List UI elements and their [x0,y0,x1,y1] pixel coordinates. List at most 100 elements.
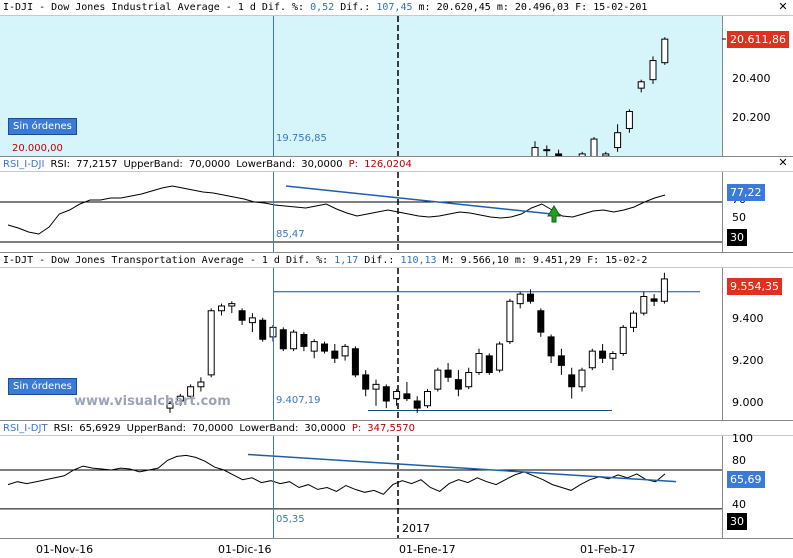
djt-rsi-upper-label: UpperBand: [126,423,186,434]
djia-rsi-header: RSI_I-DJI RSI: 77,2157 UpperBand: 70,000… [0,156,793,172]
djt-m2: 9.451,29 [532,255,582,266]
candle-down [300,334,308,347]
candle-up [506,300,514,343]
djia-dif-label: Dif.: [340,2,371,13]
candle-down [321,343,328,352]
djt-period: 1 d [261,255,280,266]
candle-down [650,298,658,302]
djia-tick-20400: 20.400 [732,72,771,85]
candle-down [485,355,493,373]
candle-up [290,331,298,350]
djt-crosshair-value: 9.407,19 [276,395,321,406]
candle-up [434,369,442,390]
djia-rsi-name: RSI_I-DJI [3,159,45,170]
djt-rsi-p-label: P: [351,423,362,434]
djt-header: I-DJT - Dow Jones Transportation Average… [0,252,793,268]
djt-f: 15-02-2 [605,255,648,266]
candle-up [187,386,195,397]
djia-rsi-line [0,172,722,252]
djia-header: I-DJI - Dow Jones Industrial Average - 1… [0,0,793,16]
candle-down [444,369,452,378]
djia-m-label: m: [418,2,431,13]
djt-rsi-lower-box: 30 [727,513,747,530]
djt-plot-area[interactable] [0,268,722,420]
djt-rsi-label: RSI: [53,423,74,434]
djt-orders-badge[interactable]: Sin órdenes [8,378,77,395]
year-label: 2017 [402,522,430,535]
candle-up [465,372,473,388]
djia-dif-pct: 0,52 [310,2,335,13]
djia-rsi-plot-area[interactable] [0,172,722,252]
djt-m2-label: m: [514,255,527,266]
candle-down [382,386,390,402]
djt-rsi-header: RSI_I-DJT RSI: 65,6929 UpperBand: 70,000… [0,420,793,436]
djt-crosshair [273,268,274,420]
djia-close-icon[interactable]: ✕ [778,0,788,13]
djia-rsi-close-icon[interactable]: ✕ [778,156,788,169]
candle-up [475,353,483,373]
djt-symbol: I-DJT [3,255,34,266]
djia-rsi-upper: 70,0000 [188,159,231,170]
candle-up [637,81,645,89]
candle-up [197,381,205,388]
candle-up [516,293,524,305]
djia-f: 15-02-201 [593,2,648,13]
djia-crosshair-value: 19.756,85 [276,133,327,144]
candle-down [527,293,534,302]
djia-plot-area[interactable] [0,16,722,156]
djt-rsi-lower: 30,0000 [304,423,346,434]
djia-rsi-upper-label: UpperBand: [123,159,183,170]
djt-rsi-plot-area[interactable] [0,436,722,538]
candle-up [630,312,637,328]
date-axis[interactable]: 01-Nov-16 01-Dic-16 01-Ene-17 01-Feb-17 [0,538,793,558]
djia-level-20000: 20.000,00 [12,143,63,154]
candle-up [590,138,598,156]
djia-rsi-panel: RSI_I-DJI RSI: 77,2157 UpperBand: 70,000… [0,156,793,252]
candle-down [403,393,411,400]
djia-m: 20.620,45 [436,2,491,13]
candle-up [660,278,668,302]
djt-m-label: M: [442,255,455,266]
djia-rsi-label: RSI: [50,159,71,170]
djt-dif: 110,13 [400,255,437,266]
djia-rsi-p: 126,0204 [364,159,412,170]
djia-rsi-crosshair-value: 85,47 [276,229,305,240]
candle-up [649,60,657,81]
djt-f-label: F: [587,255,600,266]
candle-down [599,350,607,359]
candle-up [619,326,627,354]
date-ene-17: 01-Ene-17 [399,543,456,556]
djia-orders-badge[interactable]: Sin órdenes [8,118,77,135]
candle-up [393,391,401,400]
candle-up [341,345,349,357]
djt-rsi-series [7,454,666,495]
djt-rsi-lower-label: LowerBand: [239,423,299,434]
djt-rsi-tick-80: 80 [732,454,746,467]
djia-symbol: I-DJI [3,2,34,13]
djt-tick-9000: 9.000 [732,396,764,409]
candle-down [413,400,421,409]
djia-rsi-p-label: P: [348,159,359,170]
candle-down [362,374,370,390]
candle-down [238,310,246,321]
djia-price-panel: I-DJI - Dow Jones Industrial Average - 1… [0,0,793,156]
candle-down [547,336,555,357]
candle-down [279,329,287,350]
djia-m2: 20.496,03 [514,2,570,13]
djia-rsi-tick-50: 50 [732,211,746,224]
candle-up [496,343,504,371]
djia-rsi-crosshair [273,172,274,252]
date-nov-16: 01-Nov-16 [36,543,94,556]
breakout-arrow-icon [547,205,561,223]
djia-rsi-trendline [285,185,553,215]
candle-up [176,395,184,402]
candle-up [614,132,622,149]
djt-rsi-upper: 70,0000 [192,423,234,434]
candle-down [351,348,359,376]
candle-up [207,310,215,376]
djia-rsi-lower-box: 30 [727,229,747,246]
djia-tick-20200: 20.200 [732,111,771,124]
candle-up [609,353,617,359]
candle-down [557,355,565,366]
date-dic-16: 01-Dic-16 [218,543,272,556]
